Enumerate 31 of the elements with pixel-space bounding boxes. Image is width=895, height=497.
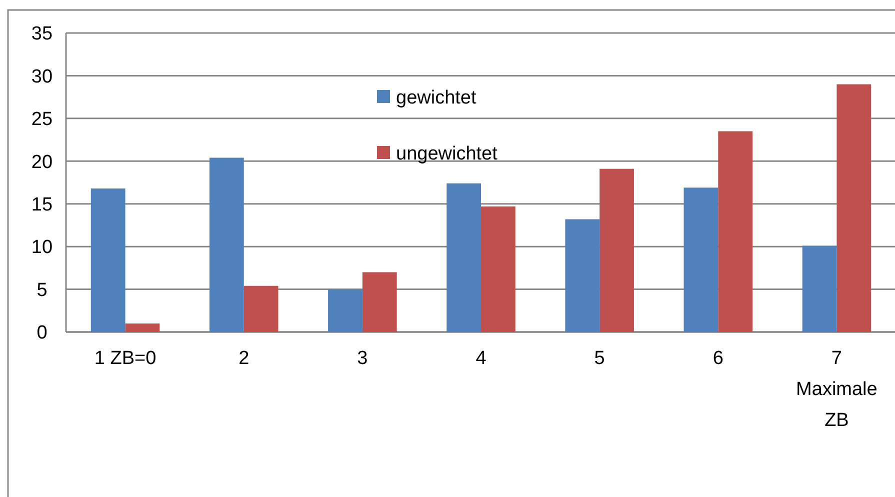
- bar: [836, 84, 872, 332]
- y-tick-label: 0: [36, 322, 48, 344]
- bar: [718, 131, 753, 332]
- bar: [209, 158, 244, 332]
- bar: [446, 183, 481, 332]
- bar: [362, 272, 397, 332]
- y-tick-label: 10: [31, 237, 53, 258]
- x-tick-label: 7 Maximale ZB: [796, 348, 878, 431]
- bar: [600, 168, 634, 332]
- y-tick-label: 15: [31, 194, 53, 216]
- x-tick-label: 6: [712, 348, 724, 369]
- y-tick-label: 25: [31, 109, 53, 130]
- legend-label: gewichtet: [396, 88, 477, 109]
- bar: [125, 323, 160, 332]
- bar: [90, 188, 126, 332]
- y-tick-label: 30: [31, 66, 53, 88]
- y-tick-label: 5: [36, 280, 48, 301]
- x-tick-label: 2: [238, 348, 250, 369]
- y-tick-label: 20: [31, 152, 53, 173]
- bar: [481, 206, 516, 332]
- bar: [244, 286, 278, 332]
- x-tick-label: 5: [594, 348, 605, 369]
- legend-label: ungewichtet: [396, 144, 498, 165]
- x-tick-label: 3: [357, 348, 368, 369]
- bar: [328, 289, 362, 332]
- bar: [565, 219, 600, 332]
- x-tick-label: 1 ZB=0: [94, 348, 156, 369]
- bar: [802, 246, 837, 332]
- x-tick-label: 4: [476, 348, 487, 369]
- y-tick-label: 35: [31, 24, 53, 45]
- bar: [684, 188, 718, 332]
